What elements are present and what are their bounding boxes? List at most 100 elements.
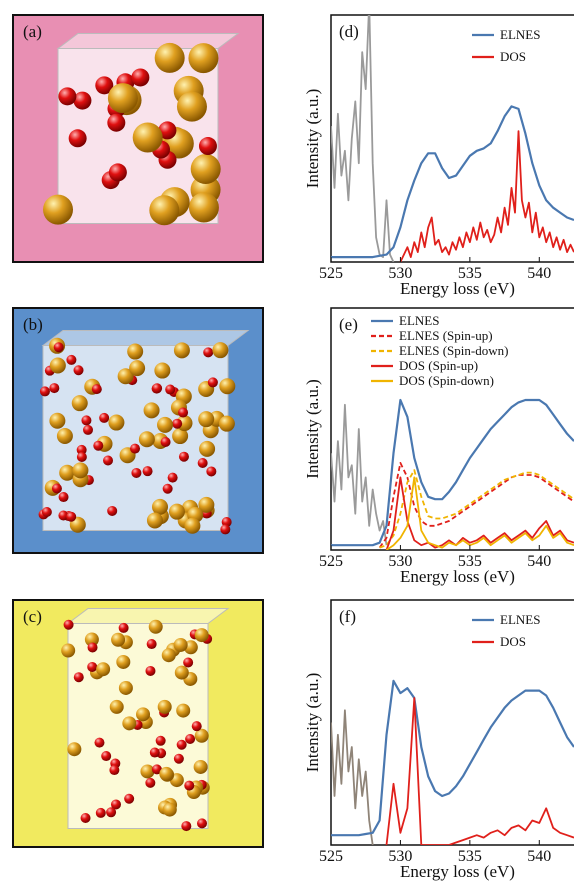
atom bbox=[131, 68, 149, 86]
atom bbox=[110, 700, 124, 714]
spectrum-line bbox=[331, 681, 574, 835]
atom bbox=[74, 672, 84, 682]
atom bbox=[143, 466, 153, 476]
atom bbox=[197, 818, 207, 828]
atom bbox=[69, 129, 87, 147]
atom bbox=[174, 342, 190, 358]
x-axis-label: Energy loss (eV) bbox=[400, 567, 515, 586]
panel-label: (e) bbox=[339, 315, 358, 334]
legend-label: ELNES bbox=[500, 27, 540, 42]
legend-label: ELNES bbox=[500, 612, 540, 627]
spectrum-line bbox=[331, 106, 574, 257]
atom bbox=[208, 377, 218, 387]
atom bbox=[61, 644, 75, 658]
atom bbox=[50, 358, 66, 374]
atom bbox=[52, 483, 62, 493]
atom bbox=[199, 137, 217, 155]
atom bbox=[206, 466, 216, 476]
atom bbox=[176, 704, 190, 718]
atom bbox=[198, 411, 214, 427]
panel-label: (d) bbox=[339, 22, 359, 41]
atom bbox=[81, 415, 91, 425]
atom bbox=[159, 767, 173, 781]
atom bbox=[185, 734, 195, 744]
atom bbox=[77, 452, 87, 462]
chart: 525530535540Energy loss (eV)Intensity (a… bbox=[303, 3, 574, 298]
reference-line bbox=[331, 405, 387, 545]
atom bbox=[219, 416, 235, 432]
atom bbox=[158, 700, 172, 714]
atom bbox=[163, 803, 177, 817]
y-axis-label: Intensity (a.u.) bbox=[303, 379, 322, 479]
legend-label: DOS bbox=[500, 634, 526, 649]
atom bbox=[106, 807, 116, 817]
atom bbox=[184, 518, 200, 534]
x-tick-label: 540 bbox=[527, 265, 551, 282]
atom bbox=[99, 413, 109, 423]
legend-label: DOS bbox=[500, 49, 526, 64]
atom bbox=[155, 43, 185, 73]
atom bbox=[49, 383, 59, 393]
y-axis-label: Intensity (a.u.) bbox=[303, 673, 322, 773]
atom bbox=[93, 441, 103, 451]
spectrum-line bbox=[380, 463, 574, 548]
atom bbox=[168, 473, 178, 483]
atom bbox=[199, 441, 215, 457]
atom bbox=[149, 195, 179, 225]
atom bbox=[136, 707, 150, 721]
atom bbox=[107, 506, 117, 516]
atom bbox=[144, 402, 160, 418]
atom bbox=[177, 92, 207, 122]
atom bbox=[81, 813, 91, 823]
legend-label: ELNES bbox=[399, 313, 439, 328]
atom bbox=[58, 87, 76, 105]
atom bbox=[172, 419, 182, 429]
atom bbox=[179, 452, 189, 462]
atom bbox=[162, 648, 176, 662]
atom bbox=[108, 415, 124, 431]
atom bbox=[133, 123, 163, 153]
atom bbox=[195, 628, 209, 642]
atom bbox=[59, 492, 69, 502]
atom bbox=[194, 760, 208, 774]
atom bbox=[42, 507, 52, 517]
atom bbox=[174, 754, 184, 764]
atom bbox=[165, 385, 175, 395]
atom bbox=[183, 658, 193, 668]
atom bbox=[188, 43, 218, 73]
panel-label: (a) bbox=[23, 22, 42, 41]
x-tick-label: 525 bbox=[319, 848, 343, 865]
x-tick-label: 525 bbox=[319, 553, 343, 570]
atom bbox=[157, 417, 173, 433]
atom bbox=[145, 778, 155, 788]
panel-label: (f) bbox=[339, 607, 356, 626]
atom bbox=[72, 462, 88, 478]
atom bbox=[119, 681, 133, 695]
atom bbox=[127, 344, 143, 360]
atom bbox=[198, 458, 208, 468]
atom bbox=[119, 623, 129, 633]
reference-line bbox=[331, 710, 373, 845]
atom bbox=[140, 764, 154, 778]
legend-label: DOS (Spin-up) bbox=[399, 358, 478, 373]
spectrum-line bbox=[387, 698, 574, 845]
atom bbox=[169, 504, 185, 520]
atom bbox=[189, 192, 219, 222]
atom bbox=[139, 431, 155, 447]
panel-label: (b) bbox=[23, 315, 43, 334]
atom bbox=[152, 499, 168, 515]
atom bbox=[212, 342, 228, 358]
atom bbox=[49, 413, 65, 429]
atom bbox=[116, 655, 130, 669]
y-axis-label: Intensity (a.u.) bbox=[303, 89, 322, 189]
atom bbox=[109, 163, 127, 181]
atom bbox=[57, 428, 73, 444]
x-tick-label: 525 bbox=[319, 265, 343, 282]
atom bbox=[184, 781, 194, 791]
x-axis-label: Energy loss (eV) bbox=[400, 279, 515, 298]
structure-panel: (c) bbox=[13, 600, 263, 847]
atom bbox=[156, 736, 166, 746]
atom bbox=[161, 437, 171, 447]
